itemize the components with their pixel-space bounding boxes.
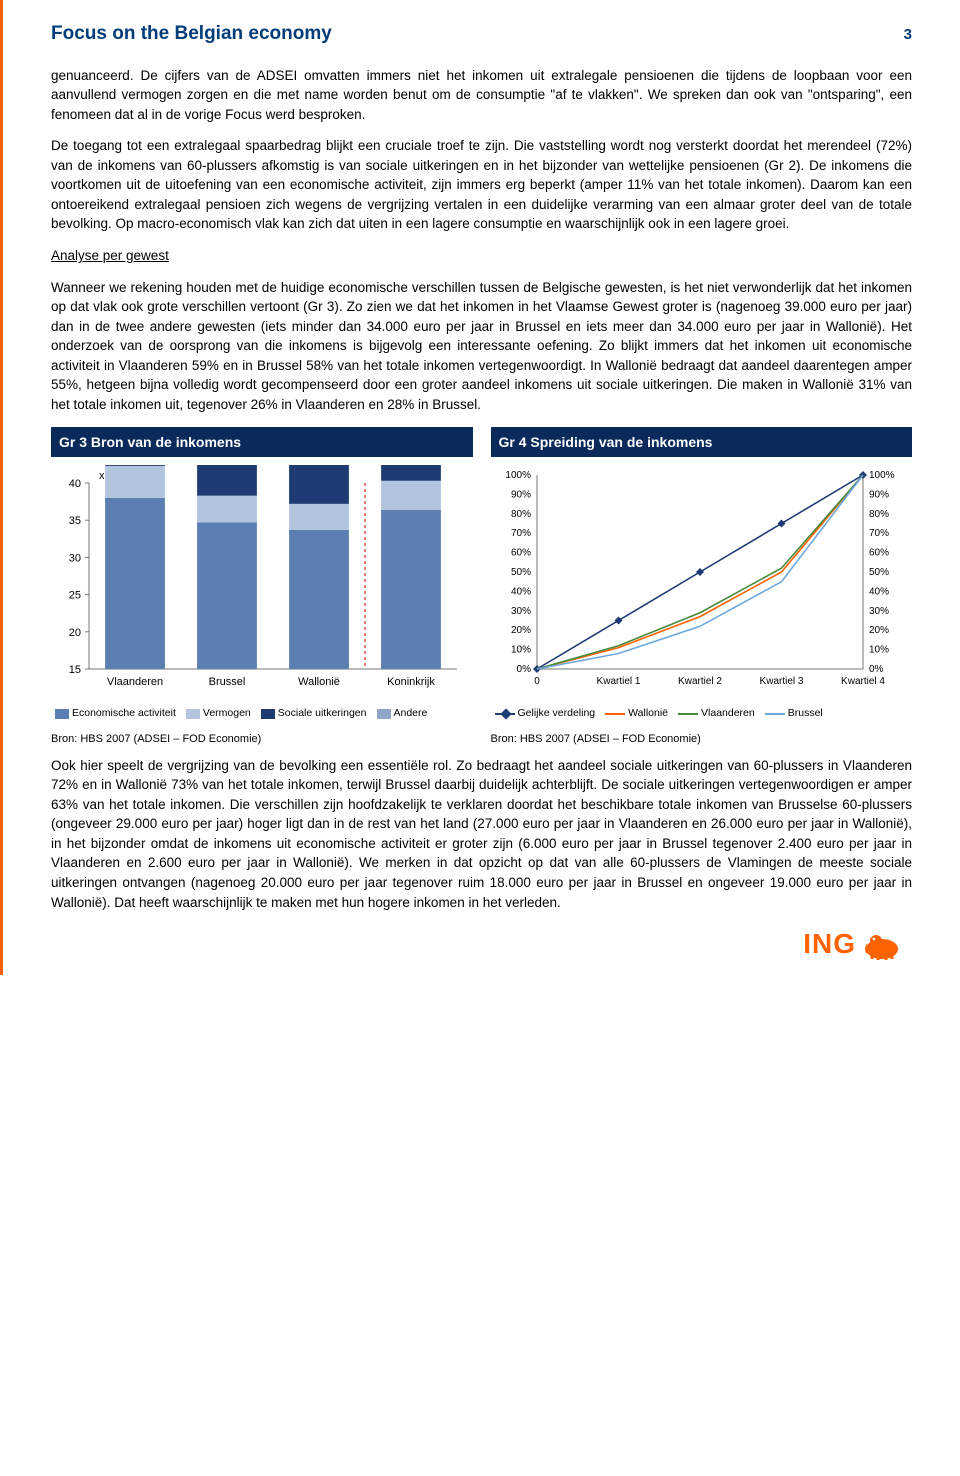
svg-text:70%: 70% <box>510 528 530 539</box>
svg-text:30: 30 <box>69 552 81 564</box>
svg-text:80%: 80% <box>510 509 530 520</box>
svg-text:Kwartiel 1: Kwartiel 1 <box>596 676 640 687</box>
svg-text:Koninkrijk: Koninkrijk <box>387 676 435 688</box>
svg-text:60%: 60% <box>869 547 889 558</box>
chart-4-svg: 0% 10% 20% 30% 40% 50% 60% 70% 80% 90% 100% 0% 10% 20… <box>495 465 905 695</box>
svg-text:Vlaanderen: Vlaanderen <box>107 676 163 688</box>
header-page-number: 3 <box>904 24 912 46</box>
svg-text:30%: 30% <box>869 606 889 617</box>
ing-logo-text: ING <box>803 924 856 965</box>
svg-text:15: 15 <box>69 664 81 676</box>
svg-text:90%: 90% <box>510 489 530 500</box>
legend-item: Sociale uitkeringen <box>261 706 367 721</box>
svg-text:Wallonië: Wallonië <box>298 676 340 688</box>
svg-text:25: 25 <box>69 589 81 601</box>
chart-4: Gr 4 Spreiding van de inkomens 0% 10% 20% 3… <box>491 427 913 748</box>
paragraph-1: genuanceerd. De cijfers van de ADSEI omv… <box>51 66 912 125</box>
svg-text:Kwartiel 4: Kwartiel 4 <box>841 676 885 687</box>
svg-text:40: 40 <box>69 478 81 490</box>
legend-item: Brussel <box>765 706 823 721</box>
paragraph-2: De toegang tot een extralegaal spaarbedr… <box>51 136 912 234</box>
svg-text:50%: 50% <box>510 567 530 578</box>
chart-3-title: Gr 3 Bron van de inkomens <box>51 427 473 457</box>
legend-item: Economische activiteit <box>55 706 176 721</box>
chart-4-legend: Gelijke verdeling Wallonië Vlaanderen Bruss… <box>495 706 909 721</box>
svg-text:Kwartiel 2: Kwartiel 2 <box>678 676 722 687</box>
chart-3: Gr 3 Bron van de inkomens x 1000 euros15… <box>51 427 473 748</box>
svg-text:40%: 40% <box>869 586 889 597</box>
svg-text:10%: 10% <box>869 644 889 655</box>
legend-item: Wallonië <box>605 706 668 721</box>
svg-text:100%: 100% <box>505 470 531 481</box>
body-text: genuanceerd. De cijfers van de ADSEI omv… <box>51 66 912 415</box>
legend-item: Vermogen <box>186 706 251 721</box>
svg-text:70%: 70% <box>869 528 889 539</box>
svg-text:80%: 80% <box>869 509 889 520</box>
chart-3-svg: x 1000 euros152025303540VlaanderenBrusse… <box>55 465 465 695</box>
legend-item: Andere <box>377 706 428 721</box>
legend-item: Gelijke verdeling <box>495 706 596 721</box>
svg-text:Kwartiel 3: Kwartiel 3 <box>759 676 803 687</box>
svg-text:10%: 10% <box>510 644 530 655</box>
section-subtitle: Analyse per gewest <box>51 246 912 266</box>
svg-text:20%: 20% <box>510 625 530 636</box>
chart-4-source: Bron: HBS 2007 (ADSEI – FOD Economie) <box>491 732 913 748</box>
svg-text:40%: 40% <box>510 586 530 597</box>
svg-text:60%: 60% <box>510 547 530 558</box>
legend-item: Vlaanderen <box>678 706 755 721</box>
paragraph-3: Wanneer we rekening houden met de huidig… <box>51 278 912 415</box>
ing-lion-icon <box>862 927 902 961</box>
svg-text:20%: 20% <box>869 625 889 636</box>
footer-logo: ING <box>51 924 912 965</box>
svg-text:100%: 100% <box>869 470 895 481</box>
page-header: Focus on the Belgian economy 3 <box>51 20 912 48</box>
paragraph-4: Ook hier speelt de vergrijzing van de be… <box>51 756 912 913</box>
svg-text:0: 0 <box>534 676 540 687</box>
chart-3-source: Bron: HBS 2007 (ADSEI – FOD Economie) <box>51 732 473 748</box>
svg-text:20: 20 <box>69 627 81 639</box>
svg-text:0%: 0% <box>869 664 884 675</box>
svg-text:90%: 90% <box>869 489 889 500</box>
chart-4-title: Gr 4 Spreiding van de inkomens <box>491 427 913 457</box>
svg-text:30%: 30% <box>510 606 530 617</box>
svg-text:0%: 0% <box>516 664 531 675</box>
header-title: Focus on the Belgian economy <box>51 20 332 48</box>
svg-text:35: 35 <box>69 515 81 527</box>
svg-text:Brussel: Brussel <box>209 676 246 688</box>
chart-3-legend: Economische activiteit Vermogen Sociale ui… <box>55 706 469 721</box>
svg-text:50%: 50% <box>869 567 889 578</box>
body-text-2: Ook hier speelt de vergrijzing van de be… <box>51 756 912 913</box>
